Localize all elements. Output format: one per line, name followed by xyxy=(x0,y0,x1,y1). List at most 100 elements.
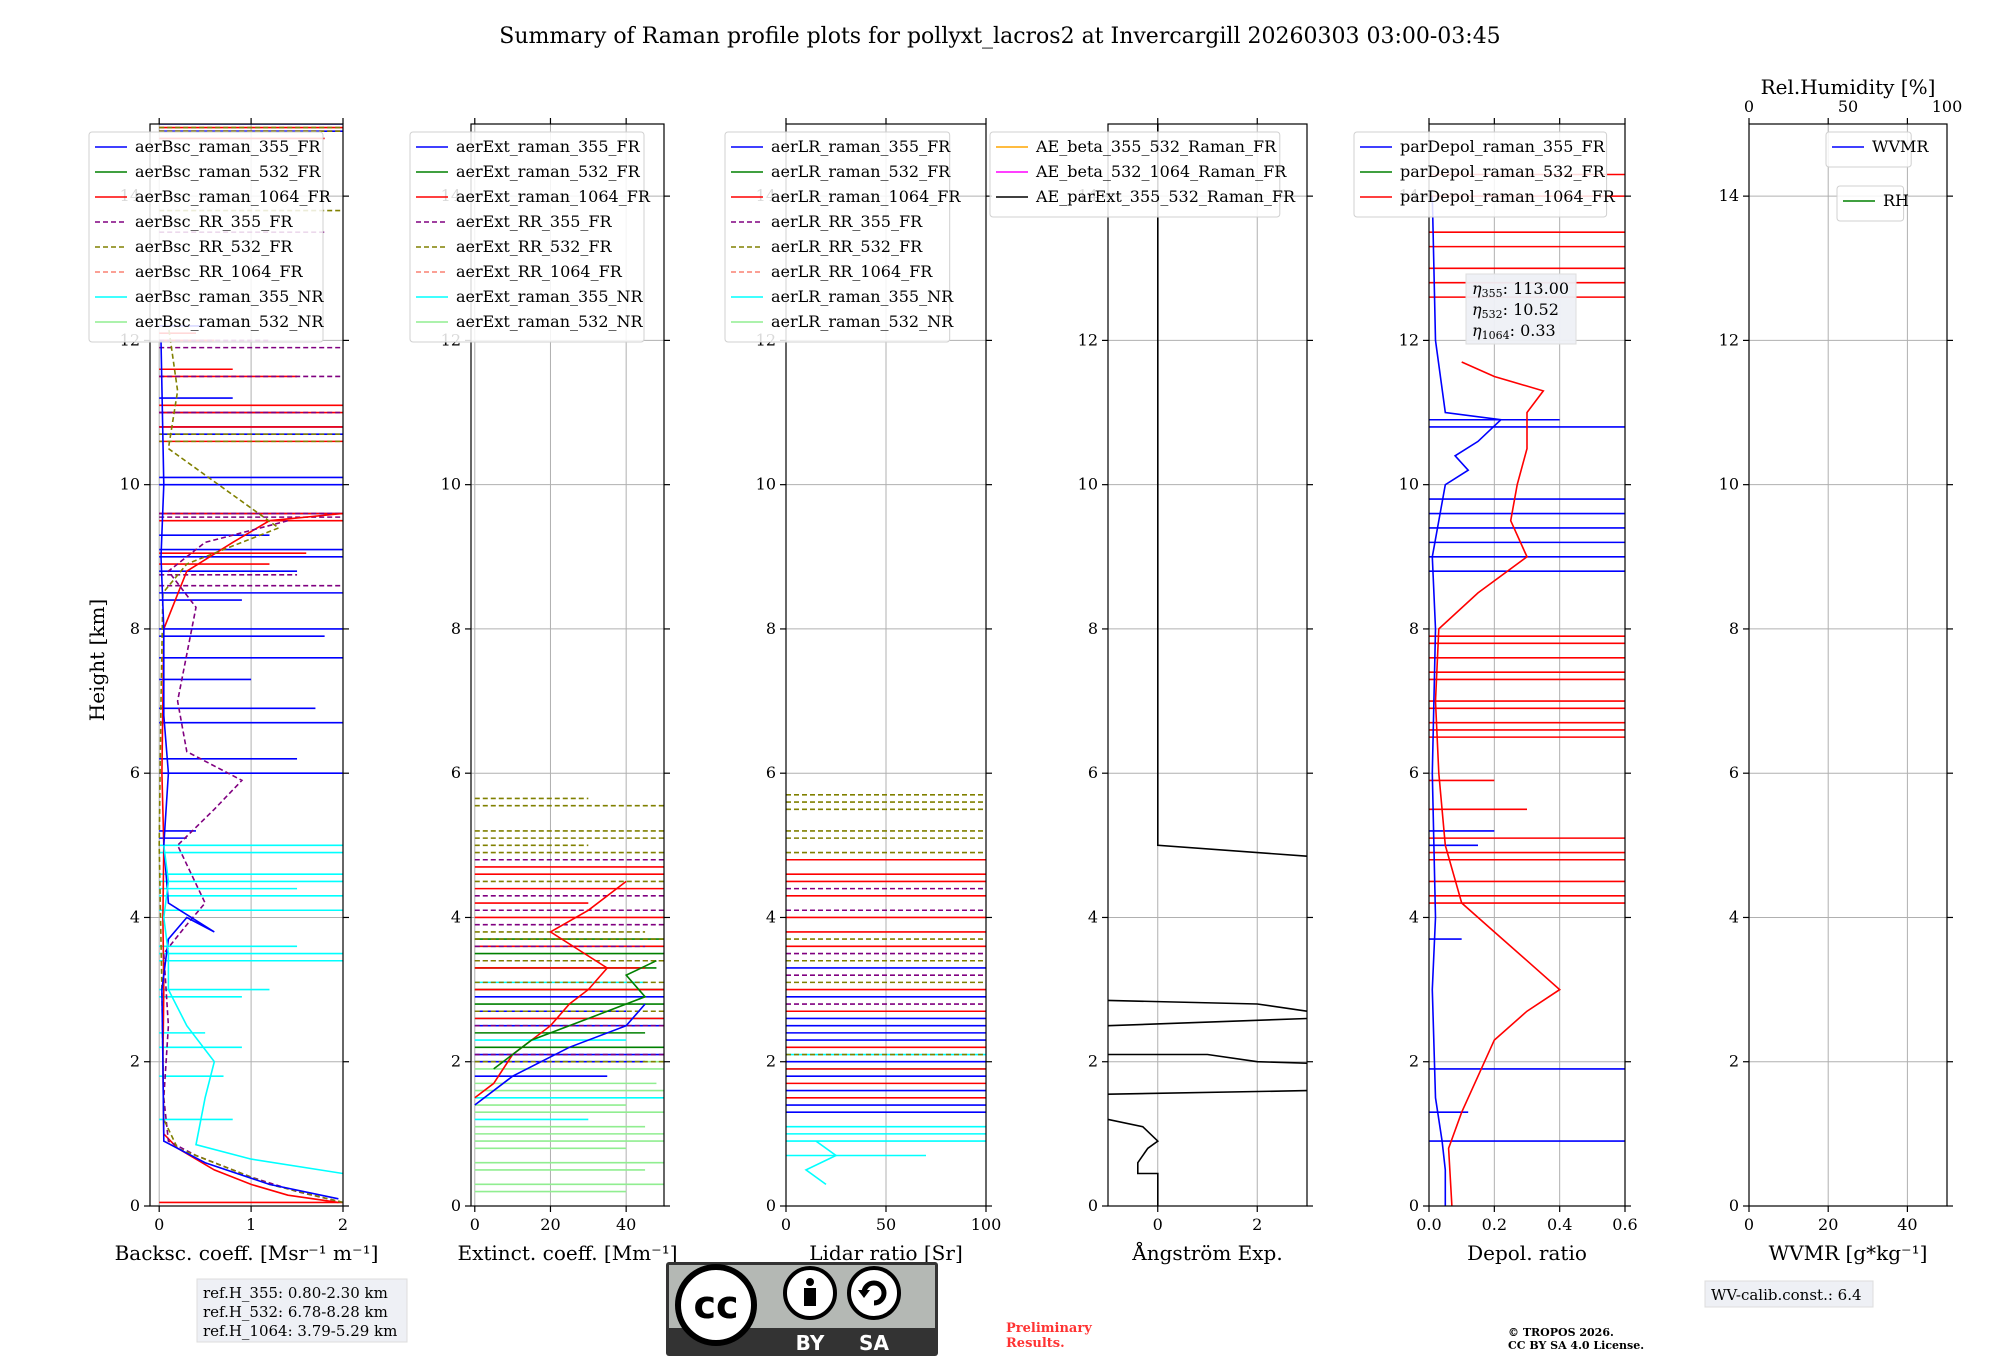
legend-wvmr-frame xyxy=(1825,131,1912,168)
legend-entry: aerLR_raman_532_FR xyxy=(771,162,951,181)
series-line-cyan xyxy=(162,845,343,1175)
panel-data-ae xyxy=(1108,124,1307,1206)
ytick-label: 6 xyxy=(766,763,776,782)
legend-entry: aerLR_RR_532_FR xyxy=(771,237,923,256)
ytick-label: 0 xyxy=(1409,1196,1419,1215)
legend-entry: RH xyxy=(1883,191,1909,210)
ytick-label: 10 xyxy=(1399,475,1419,494)
series-line-black xyxy=(1108,1053,1307,1064)
legend-lr-frame xyxy=(724,131,951,343)
ytick-label: 2 xyxy=(1729,1052,1739,1071)
ytick-label: 0 xyxy=(130,1196,140,1215)
series-line-red xyxy=(474,880,627,1099)
wv-calib-box: WV-calib.const.: 6.4 xyxy=(1704,1280,1874,1308)
eta-subscript: 532 xyxy=(1482,308,1503,321)
legend-entry: AE_beta_532_1064_Raman_FR xyxy=(1035,162,1287,181)
eta-annotation-frame xyxy=(1465,273,1577,345)
xtick-label: 50 xyxy=(876,1215,896,1234)
ref-height-355: ref.H_355: 0.80-2.30 km xyxy=(203,1284,388,1302)
legend-entry: aerLR_RR_1064_FR xyxy=(771,262,933,281)
panel-wv: 0 2 4 6 8 10 12 14 0 20 40 WVMR [g*kg⁻¹] 0 50 100Rel.H… xyxy=(1719,75,1963,1265)
legend-entry: aerLR_RR_355_FR xyxy=(771,212,923,231)
legend-entry: aerExt_RR_1064_FR xyxy=(456,262,623,281)
series-line-blue xyxy=(474,1003,646,1106)
xtick-label: 0 xyxy=(1744,1215,1754,1234)
ytick-label: 12 xyxy=(1399,330,1419,349)
axes-frame-wv xyxy=(1748,123,1948,1207)
series-line-black xyxy=(1108,1089,1307,1095)
legend-entry: aerLR_raman_355_FR xyxy=(771,137,951,156)
sa-share-icon xyxy=(847,1266,901,1320)
legend-entry: aerExt_raman_532_NR xyxy=(456,312,644,331)
legend-entry: aerLR_raman_355_NR xyxy=(771,287,954,306)
legend-entry: AE_beta_355_532_Raman_FR xyxy=(1035,137,1277,156)
top-xtick-label: 0 xyxy=(1744,97,1754,116)
axes-frame-ae xyxy=(1107,123,1308,1207)
ytick-label: 8 xyxy=(130,619,140,638)
xtick-label: 20 xyxy=(1818,1215,1838,1234)
xtick-label: 0 xyxy=(1153,1215,1163,1234)
ytick-label: 12 xyxy=(1719,330,1739,349)
series-line-olive xyxy=(158,325,343,1204)
ytick-label: 8 xyxy=(451,619,461,638)
legend-entry: aerBsc_raman_1064_FR xyxy=(135,187,332,206)
ytick-label: 4 xyxy=(1409,907,1419,926)
eta-value: : 113.00 xyxy=(1503,279,1569,298)
cc-logo-icon xyxy=(675,1264,757,1346)
series-line-black xyxy=(1157,124,1307,857)
eta-symbol: η xyxy=(1472,321,1482,340)
xtick-label: 0.2 xyxy=(1482,1215,1507,1234)
x-axis-label-bsc: Backsc. coeff. [Msr⁻¹ m⁻¹] xyxy=(115,1241,379,1265)
ytick-label: 2 xyxy=(766,1052,776,1071)
ytick-label: 0 xyxy=(1088,1196,1098,1215)
legend-ae: AE_beta_355_532_Raman_FR AE_beta_532_1064… xyxy=(989,131,1296,218)
panel-bsc: 02468101214012Backsc. coeff. [Msr⁻¹ m⁻¹]… xyxy=(88,118,379,1265)
ref-height-1064: ref.H_1064: 3.79-5.29 km xyxy=(203,1322,397,1340)
xtick-label: 0.6 xyxy=(1612,1215,1637,1234)
legend-entry: parDepol_raman_532_FR xyxy=(1400,162,1606,181)
series-line-black xyxy=(1108,1017,1307,1027)
ytick-label: 4 xyxy=(1729,907,1739,926)
series-line-black xyxy=(1108,1118,1160,1206)
series-line-blue xyxy=(160,340,339,1200)
series-line-red xyxy=(161,512,343,1204)
eta-subscript: 1064 xyxy=(1482,329,1510,342)
top-xtick-label: 50 xyxy=(1838,97,1858,116)
xtick-label: 1 xyxy=(246,1215,256,1234)
axes-frame-ext xyxy=(470,123,665,1207)
legend-wvmr: WVMR xyxy=(1825,131,1929,168)
legend-entry: aerExt_raman_355_NR xyxy=(456,287,644,306)
ytick-label: 2 xyxy=(451,1052,461,1071)
panel-ext: 0246810121402040Extinct. coeff. [Mm⁻¹]ae… xyxy=(409,118,678,1265)
eta-symbol: η xyxy=(1472,279,1482,298)
series-line-cyan xyxy=(804,1140,838,1186)
preliminary-line-2: Results. xyxy=(1006,1336,1065,1351)
x-axis-label-depol: Depol. ratio xyxy=(1467,1241,1587,1265)
xtick-label: 2 xyxy=(338,1215,348,1234)
xtick-label: 0 xyxy=(154,1215,164,1234)
eta-value: : 0.33 xyxy=(1510,321,1556,340)
figure-title: Summary of Raman profile plots for polly… xyxy=(499,24,1500,49)
legend-entry: aerExt_raman_1064_FR xyxy=(456,187,651,206)
ytick-label: 0 xyxy=(766,1196,776,1215)
ytick-label: 4 xyxy=(130,907,140,926)
axes-frame-depol xyxy=(1428,123,1626,1207)
x-axis-label-ae: Ångström Exp. xyxy=(1131,1240,1282,1265)
panel-lr: 02468101214050100Lidar ratio [Sr]aerLR_r… xyxy=(724,118,1001,1265)
x-axis-label-lr: Lidar ratio [Sr] xyxy=(809,1241,963,1265)
by-label: BY xyxy=(796,1331,825,1355)
ytick-label: 6 xyxy=(1088,763,1098,782)
legend-entry: aerBsc_raman_532_FR xyxy=(135,162,321,181)
ytick-label: 8 xyxy=(1409,619,1419,638)
eta-subscript: 355 xyxy=(1482,287,1503,300)
ytick-label: 14 xyxy=(1719,186,1739,205)
legend-entry: aerLR_raman_1064_FR xyxy=(771,187,961,206)
ytick-label: 6 xyxy=(130,763,140,782)
legend-entry: parDepol_raman_1064_FR xyxy=(1400,187,1616,206)
axes-frame-bsc xyxy=(149,123,344,1207)
ytick-label: 2 xyxy=(1409,1052,1419,1071)
panel-data-bsc xyxy=(158,124,343,1204)
ytick-label: 6 xyxy=(1729,763,1739,782)
xtick-label: 0.0 xyxy=(1416,1215,1441,1234)
